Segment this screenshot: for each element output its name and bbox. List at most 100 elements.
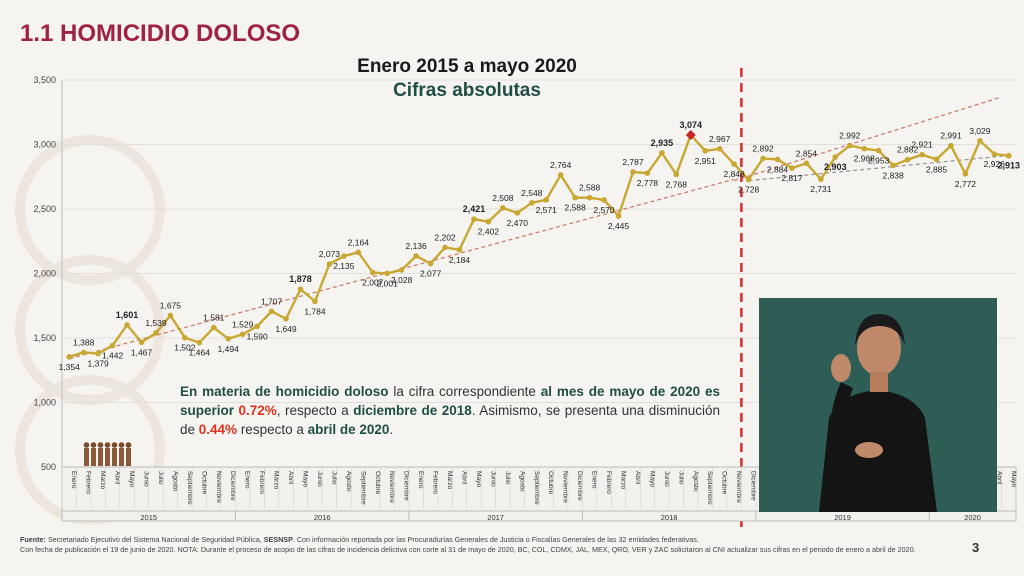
data-point [225, 335, 232, 342]
x-month-label: Diciembre [750, 471, 757, 501]
data-label: 2,992 [839, 131, 861, 141]
data-point [572, 194, 578, 201]
data-label: 1,354 [59, 362, 81, 372]
chart-subtitle: Cifras absolutas [393, 80, 541, 101]
data-label: 2,764 [550, 160, 572, 170]
y-tick-label: 2,500 [33, 204, 56, 214]
data-label: 1,878 [289, 274, 312, 284]
data-point [514, 210, 521, 216]
x-month-label: Abril [114, 471, 121, 485]
y-tick-label: 1,500 [33, 333, 56, 343]
data-label: 2,884 [767, 164, 789, 174]
logo-figure-head [83, 442, 90, 448]
y-tick-label: 2,000 [33, 269, 56, 279]
data-label: 2,848 [723, 169, 745, 179]
data-point [557, 172, 564, 178]
data-point [109, 342, 116, 349]
data-point [644, 170, 651, 176]
data-point [774, 156, 781, 163]
data-point [832, 154, 839, 160]
data-label: 2,508 [492, 193, 514, 203]
x-month-label: Octubre [721, 471, 728, 495]
watermark-ring [15, 135, 165, 285]
data-label: 1,539 [145, 318, 167, 328]
source-footer: Fuente: Secretariado Ejecutivo del Siste… [20, 535, 980, 554]
summary-note: En materia de homicidio doloso la cifra … [180, 382, 720, 439]
data-label: 2,953 [868, 156, 890, 166]
logo-figure [84, 448, 89, 466]
data-label: 2,913 [998, 161, 1021, 171]
data-point [312, 298, 318, 305]
note-part: . [389, 422, 394, 437]
data-label: 2,778 [637, 178, 659, 188]
data-label: 2,768 [666, 179, 688, 189]
y-tick-label: 3,000 [33, 140, 56, 150]
x-month-label: Febrero [432, 471, 439, 494]
x-month-label: Abril [634, 471, 641, 485]
x-month-label: Diciembre [403, 471, 410, 501]
x-month-label: Mayo [648, 471, 655, 487]
data-point [398, 267, 405, 273]
note-percent: 0.44% [198, 422, 238, 437]
watermark-decoration [15, 135, 165, 525]
data-label: 2,135 [333, 261, 355, 271]
x-year-label: 2020 [964, 513, 981, 522]
x-month-label: Abril [461, 471, 468, 485]
data-label: 2,202 [434, 232, 456, 242]
data-point [702, 148, 709, 154]
x-month-label: Octubre [200, 471, 207, 495]
data-label: 2,935 [651, 138, 674, 148]
data-point [890, 162, 896, 169]
data-point [95, 350, 101, 357]
data-point [716, 145, 723, 152]
data-point [66, 354, 73, 360]
footer-text: . Con información reportada por las Proc… [292, 535, 699, 544]
logo-figure [91, 448, 96, 466]
note-part: abril de 2020 [307, 422, 390, 437]
data-point [731, 161, 737, 167]
note-part: diciembre de 2018 [353, 403, 472, 418]
data-label: 2,903 [824, 162, 847, 172]
logo-figure-head [104, 442, 111, 448]
data-point [673, 171, 680, 178]
data-point [456, 246, 463, 253]
data-label: 2,991 [940, 131, 962, 141]
data-label: 2,588 [564, 203, 586, 213]
x-year-label: 2016 [314, 513, 331, 522]
data-label: 1,529 [232, 319, 254, 329]
data-label: 1,601 [116, 310, 139, 320]
x-month-label: Julio [677, 471, 684, 485]
data-label: 2,136 [405, 241, 427, 251]
footer-label: Fuente: [20, 535, 46, 544]
data-point [283, 315, 289, 322]
data-point [80, 349, 87, 356]
x-month-label: Febrero [258, 471, 265, 494]
y-axis: 500 1,000 1,500 2,000 2,500 3,000 3,500 [33, 75, 63, 472]
data-point [948, 142, 954, 149]
data-label: 2,184 [449, 255, 471, 265]
data-point [846, 142, 853, 149]
x-month-label: Julio [504, 471, 511, 485]
data-label: 1,442 [102, 350, 124, 360]
data-point [341, 253, 347, 259]
data-point [471, 216, 477, 222]
data-point [745, 176, 752, 183]
data-point [528, 200, 535, 206]
data-label: 2,885 [926, 164, 948, 174]
data-label: 1,388 [73, 337, 95, 347]
x-month-label: Agosto [345, 471, 352, 492]
data-point [818, 176, 824, 183]
data-point [615, 213, 622, 219]
data-label: 3,029 [969, 126, 991, 136]
data-point [1005, 152, 1012, 159]
trend-line-projection [733, 96, 1001, 182]
data-label: 2,817 [781, 173, 803, 183]
data-point [933, 156, 940, 163]
data-label: 1,379 [87, 359, 109, 369]
x-month-label: Septiembre [533, 471, 540, 505]
x-month-label: Enero [244, 471, 251, 489]
data-label: 2,882 [897, 145, 919, 155]
data-label: 2,548 [521, 188, 543, 198]
data-label: 2,073 [319, 249, 341, 259]
